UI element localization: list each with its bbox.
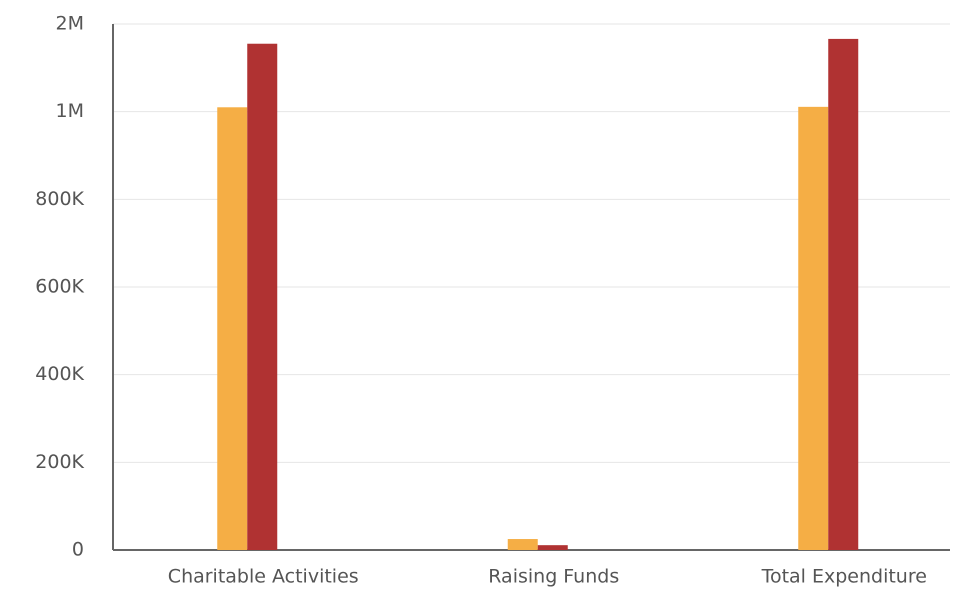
y-tick-label: 0 [72, 539, 84, 561]
y-tick-label: 600K [35, 276, 84, 298]
bar [217, 107, 248, 551]
y-tick-label: 800K [35, 188, 84, 210]
y-tick-label: 1M [56, 100, 84, 122]
y-tick-label: 400K [35, 363, 84, 385]
y-tick-label: 2M [56, 13, 84, 35]
bar [247, 43, 278, 550]
bar [798, 106, 829, 550]
y-tick-label: 200K [35, 451, 84, 473]
x-tick-label: Total Expenditure [761, 566, 927, 588]
x-tick-label: Raising Funds [488, 566, 619, 588]
bar [507, 539, 538, 550]
bar [828, 38, 859, 551]
bar [537, 545, 568, 550]
x-tick-label: Charitable Activities [168, 566, 359, 588]
